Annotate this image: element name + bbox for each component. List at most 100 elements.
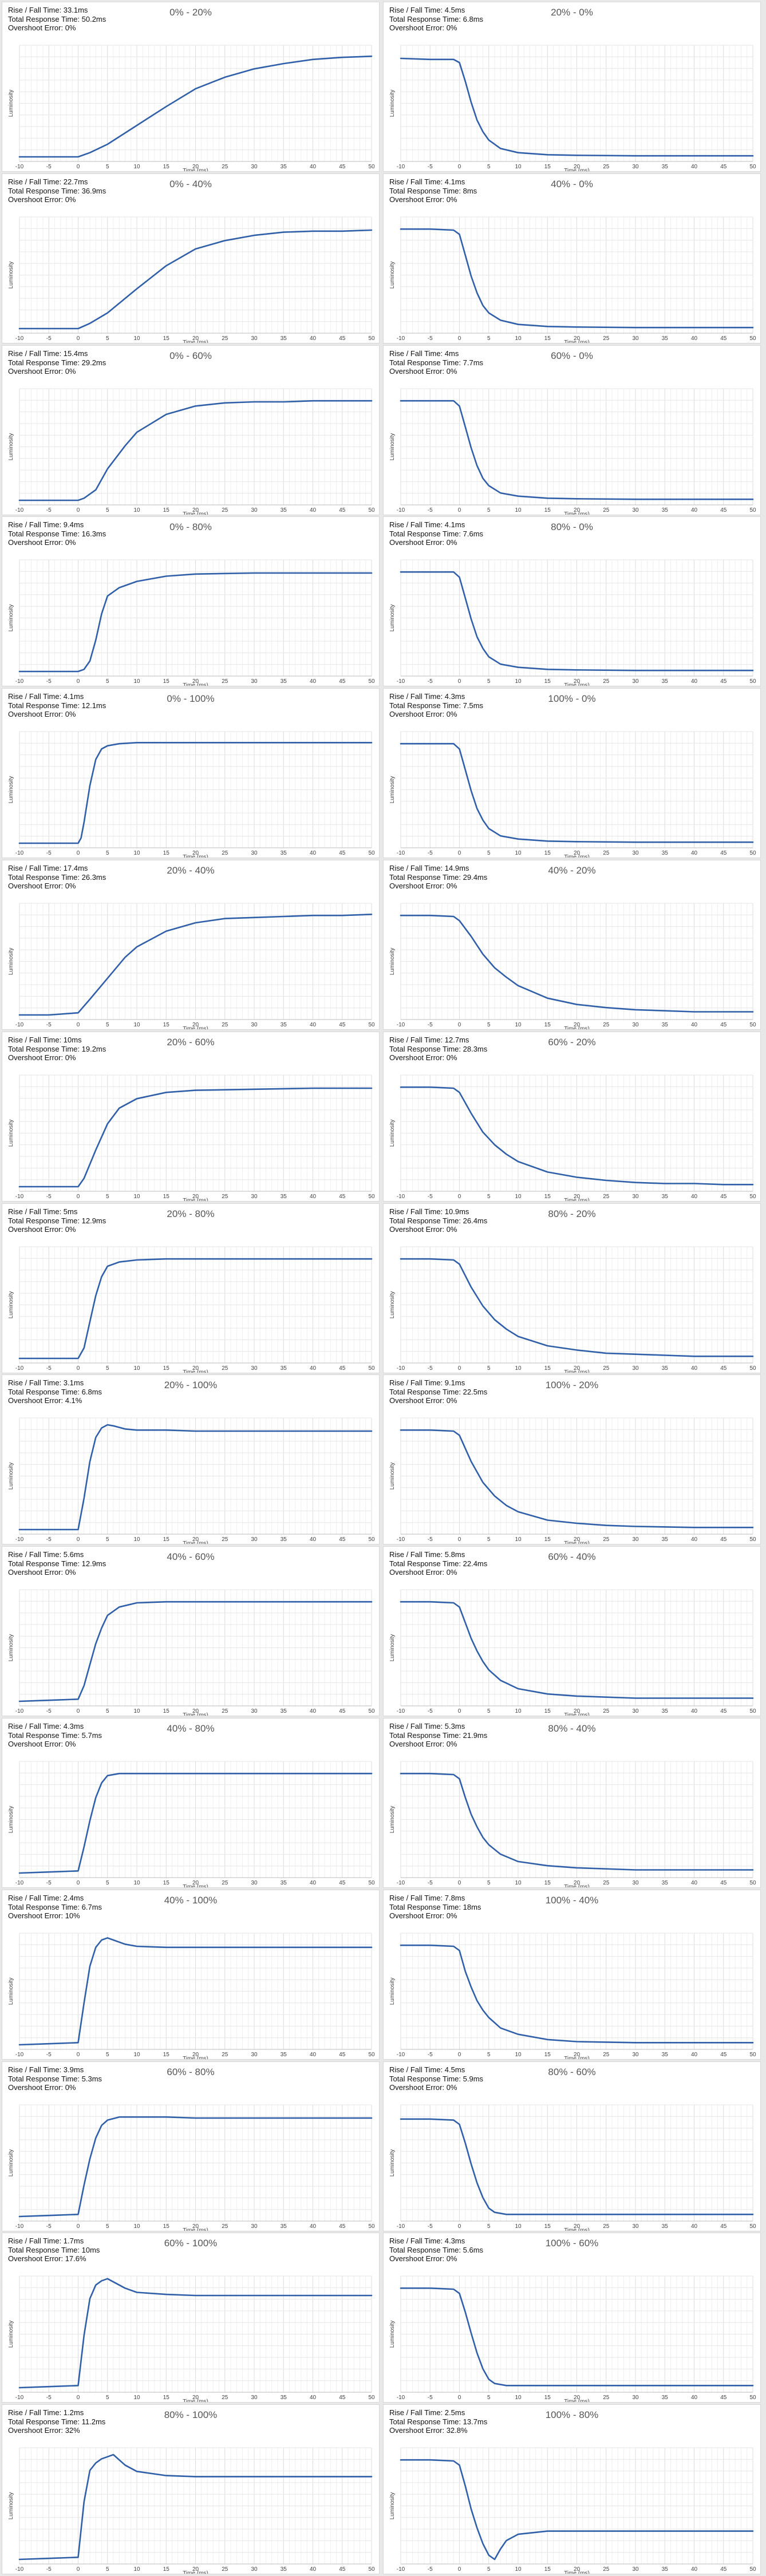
series-line <box>18 742 373 844</box>
line-plot: -10 -5 0 5 10 15 20 25 30 35 40 45 50 Time (ms) Lumino… <box>389 903 756 1029</box>
chart-title: 100% - 40% <box>545 1895 599 1906</box>
x-tick-label: 15 <box>544 164 551 170</box>
response-stats: Rise / Fall Time: 4.3ms Total Response Ti… <box>389 692 483 719</box>
x-tick-label: 20 <box>574 2223 581 2230</box>
stat-line: Total Response Time: 19.2ms <box>8 1044 106 1053</box>
x-tick-label: 40 <box>691 2395 698 2401</box>
chart-title: 40% - 20% <box>548 865 596 876</box>
y-axis-label: Luminosity <box>8 1120 14 1147</box>
x-tick-label: 35 <box>662 1708 669 1714</box>
x-tick-label: 45 <box>339 2395 346 2401</box>
chart-panel: Rise / Fall Time: 1.2ms Total Response Ti… <box>2 2404 380 2574</box>
stat-line: Total Response Time: 5.7ms <box>8 1730 102 1740</box>
stat-line: Total Response Time: 6.8ms <box>8 1387 102 1396</box>
y-axis-label: Luminosity <box>8 1978 14 2005</box>
line-plot: -10 -5 0 5 10 15 20 25 30 35 40 45 50 Time (ms) Lumino… <box>389 2104 756 2231</box>
x-tick-label: 35 <box>281 1708 287 1714</box>
chart-title: 20% - 0% <box>551 7 593 18</box>
x-tick-label: 15 <box>544 335 551 342</box>
x-tick-label: 10 <box>133 1880 140 1886</box>
x-axis-label: Time (ms) <box>183 2227 208 2231</box>
x-tick-label: 5 <box>106 164 109 170</box>
x-tick-label: 5 <box>487 1708 491 1714</box>
x-axis-label: Time (ms) <box>183 339 208 343</box>
series-line <box>400 1258 754 1357</box>
line-plot: -10 -5 0 5 10 15 20 25 30 35 40 45 50 Time (ms) Lumino… <box>389 731 756 858</box>
x-tick-label: 15 <box>544 507 551 513</box>
x-tick-label: 0 <box>77 335 80 342</box>
x-tick-label: 45 <box>720 1022 727 1028</box>
response-stats: Rise / Fall Time: 4.1ms Total Response Ti… <box>389 520 483 547</box>
x-tick-label: -10 <box>397 164 405 170</box>
x-tick-label: 0 <box>458 2223 461 2230</box>
x-tick-label: 25 <box>603 335 610 342</box>
x-tick-label: 15 <box>544 2223 551 2230</box>
stat-line: Overshoot Error: 0% <box>8 882 76 890</box>
x-tick-label: -10 <box>397 2223 405 2230</box>
stat-line: Overshoot Error: 0% <box>389 1053 457 1062</box>
x-tick-label: 25 <box>603 2566 610 2573</box>
x-tick-label: 5 <box>106 1194 109 1200</box>
stat-line: Total Response Time: 6.8ms <box>389 14 484 23</box>
series-line <box>400 571 754 671</box>
x-tick-label: 50 <box>749 1022 756 1028</box>
line-plot: -10 -5 0 5 10 15 20 25 30 35 40 45 50 Time (ms) Lumino… <box>389 1246 756 1373</box>
x-tick-label: 50 <box>368 164 375 170</box>
x-tick-label: 40 <box>691 1536 698 1543</box>
x-tick-label: 45 <box>720 2052 727 2058</box>
x-tick-label: 10 <box>133 1365 140 1372</box>
x-tick-label: -10 <box>397 335 405 342</box>
x-tick-label: 15 <box>544 850 551 856</box>
chart-title: 80% - 60% <box>548 2067 596 2077</box>
stat-line: Rise / Fall Time: 4.1ms <box>8 692 84 701</box>
x-tick-label: 20 <box>574 1708 581 1714</box>
x-tick-label: 30 <box>632 850 639 856</box>
x-tick-label: 45 <box>720 1880 727 1886</box>
x-tick-label: 20 <box>192 335 199 342</box>
x-tick-label: 45 <box>720 2566 727 2573</box>
x-tick-label: 50 <box>368 2052 375 2058</box>
chart-panel: Rise / Fall Time: 5ms Total Response Time… <box>2 1203 380 1373</box>
series-line <box>400 2118 754 2215</box>
x-tick-label: 25 <box>222 1194 228 1200</box>
stat-line: Total Response Time: 12.1ms <box>8 701 106 710</box>
x-tick-label: -10 <box>15 164 24 170</box>
x-tick-label: 10 <box>515 678 522 685</box>
x-tick-label: 40 <box>691 2052 698 2058</box>
response-stats: Rise / Fall Time: 1.7ms Total Response Ti… <box>8 2237 100 2263</box>
y-axis-label: Luminosity <box>8 605 14 632</box>
x-tick-label: 15 <box>544 2395 551 2401</box>
line-plot: -10 -5 0 5 10 15 20 25 30 35 40 45 50 Time (ms) Lumino… <box>389 1417 756 1544</box>
chart-title: 60% - 40% <box>548 1551 596 1562</box>
x-tick-label: 20 <box>192 1365 199 1372</box>
y-axis-label: Luminosity <box>8 2321 14 2348</box>
x-tick-label: -5 <box>46 850 52 856</box>
x-tick-label: 25 <box>222 2395 228 2401</box>
stat-line: Total Response Time: 5.6ms <box>389 2245 484 2254</box>
x-axis-label: Time (ms) <box>564 511 590 515</box>
x-tick-label: 10 <box>133 1022 140 1028</box>
x-axis-label: Time (ms) <box>564 2227 590 2231</box>
x-tick-label: 5 <box>106 1708 109 1714</box>
x-tick-label: 0 <box>458 850 461 856</box>
stat-line: Rise / Fall Time: 4.5ms <box>389 6 465 14</box>
response-stats: Rise / Fall Time: 3.9ms Total Response Ti… <box>8 2065 102 2092</box>
stat-line: Overshoot Error: 0% <box>8 23 76 32</box>
stat-line: Overshoot Error: 0% <box>8 1225 76 1234</box>
stat-line: Rise / Fall Time: 2.4ms <box>8 1894 84 1902</box>
x-tick-label: 0 <box>458 2566 461 2573</box>
x-tick-label: 45 <box>720 1536 727 1543</box>
x-axis-label: Time (ms) <box>183 1712 208 1716</box>
stat-line: Total Response Time: 22.5ms <box>389 1387 488 1396</box>
x-tick-label: -5 <box>428 164 433 170</box>
line-plot: -10 -5 0 5 10 15 20 25 30 35 40 45 50 Time (ms) Lumino… <box>8 559 375 686</box>
x-tick-label: 20 <box>192 1022 199 1028</box>
x-tick-label: 35 <box>662 2052 669 2058</box>
x-tick-label: -5 <box>46 2395 52 2401</box>
y-axis-label: Luminosity <box>8 2492 14 2520</box>
x-tick-label: 15 <box>163 678 170 685</box>
x-tick-label: 25 <box>222 335 228 342</box>
response-stats: Rise / Fall Time: 33.1ms Total Response T… <box>8 6 106 33</box>
x-tick-label: 45 <box>720 1194 727 1200</box>
x-tick-label: 15 <box>544 1880 551 1886</box>
